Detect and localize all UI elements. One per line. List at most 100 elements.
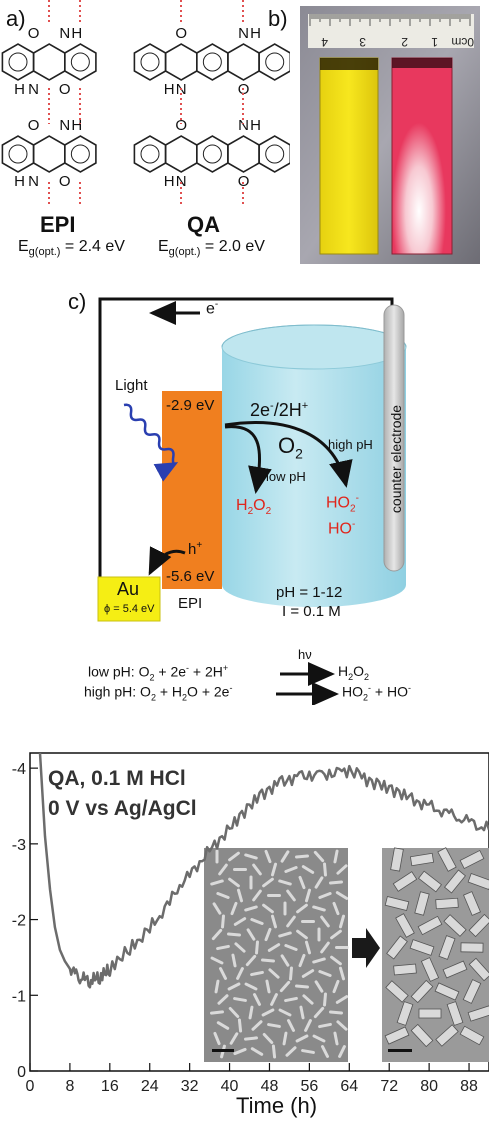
sem-flake <box>301 920 315 923</box>
film-photo: 4 3 2 1 0cm <box>300 6 480 264</box>
ring-bond <box>1 43 35 81</box>
sem-flake <box>267 1023 281 1028</box>
low-ph-label: low pH <box>266 469 306 484</box>
sem-flake <box>250 918 264 925</box>
y-tick-label: -4 <box>12 761 26 778</box>
x-tick-label: 0 <box>26 1078 35 1095</box>
ring-bond <box>227 135 260 173</box>
sem-flake <box>250 1047 264 1056</box>
ring-bond <box>196 135 229 173</box>
sem-flake <box>215 849 219 864</box>
sem-flake <box>245 954 257 967</box>
sem-flake <box>338 966 346 981</box>
atom-label: N <box>176 173 187 190</box>
ph-range-label: pH = 1-12 <box>276 584 343 601</box>
atom-label: O <box>175 25 187 42</box>
epi-layer <box>162 391 222 589</box>
ring-bond <box>133 135 167 173</box>
sem-flake <box>233 868 247 871</box>
sem-flake <box>318 970 332 977</box>
sem-flake <box>279 980 291 993</box>
sem-flake <box>214 979 220 994</box>
sem-flake <box>262 903 274 914</box>
panel-b-label: b) <box>268 6 288 31</box>
aromatic-circle <box>265 52 285 72</box>
atom-label: H <box>14 81 25 98</box>
sem-flake <box>286 915 296 928</box>
sem-flake <box>278 931 292 938</box>
sem-flake <box>246 928 256 941</box>
sem-crystal <box>409 939 435 956</box>
panel-b: b) 4 3 2 1 0cm <box>268 0 489 270</box>
sem-flake <box>211 928 223 941</box>
qa-pink-film <box>391 57 453 255</box>
sem-flake <box>336 864 348 875</box>
sem-flake <box>210 1010 224 1015</box>
sem-flake <box>320 915 330 928</box>
sem-flake <box>228 877 240 888</box>
aromatic-circle <box>202 52 222 72</box>
molecule-atom-labels: ONHNHOONHNHOONHNHOONHNHO <box>14 25 261 190</box>
sem-flake <box>284 866 298 873</box>
sem-flake <box>270 993 278 1006</box>
ionic-strength-label: I = 0.1 M <box>282 603 341 620</box>
aromatic-circle <box>8 144 28 164</box>
y-tick-label: -3 <box>12 837 26 854</box>
sem-flake <box>336 1020 348 1031</box>
aromatic-circle <box>8 52 28 72</box>
sem-flake <box>323 862 327 877</box>
sem-flake <box>295 1034 309 1043</box>
atom-label: N <box>238 117 249 134</box>
aromatic-circle <box>70 52 90 72</box>
sem-flake <box>321 1045 329 1058</box>
ruler-numbers: 4 3 2 1 0cm <box>321 35 474 49</box>
sem-flake <box>283 901 287 916</box>
sem-flake <box>330 955 342 966</box>
sem-crystal <box>435 1024 459 1047</box>
sem-flake <box>330 929 342 940</box>
sem-flake <box>261 1008 275 1017</box>
atom-label: O <box>59 81 71 98</box>
sem-flake <box>333 1031 339 1046</box>
sem-crystal <box>434 982 460 1001</box>
sem-flake <box>314 876 324 889</box>
sem-flake <box>282 1031 288 1046</box>
atom-label: H <box>250 117 261 134</box>
sem-flake <box>230 901 238 916</box>
sem-crystal <box>463 891 481 916</box>
ring-bond <box>258 135 290 173</box>
sem-crystal <box>459 1025 485 1046</box>
sem-flake <box>213 1031 221 1046</box>
counter-electrode-label: counter electrode <box>388 404 404 514</box>
x-tick-label: 80 <box>420 1078 438 1095</box>
sem-flake <box>244 1036 258 1041</box>
sem-crystal <box>410 1023 434 1048</box>
high-ph-label: high pH <box>328 437 373 452</box>
sem-flake <box>228 851 240 862</box>
sem-crystal <box>384 1026 410 1045</box>
sem-flake <box>280 850 290 863</box>
ruler-ticks <box>309 14 471 26</box>
sem-flake <box>318 1022 332 1029</box>
sem-crystal <box>393 963 417 976</box>
y-tick-label: -1 <box>12 988 26 1005</box>
sem-flake <box>313 850 325 863</box>
atom-label: N <box>238 25 249 42</box>
ruler-number: 1 <box>431 35 438 49</box>
sem-flake <box>210 879 224 886</box>
light-wave-arrow <box>123 403 179 482</box>
sem-flake <box>335 891 349 900</box>
sem-flake <box>295 984 309 989</box>
sem-flake <box>267 894 281 897</box>
sem-flake <box>278 1008 292 1017</box>
qa-name: QA <box>187 212 220 237</box>
sem-flake <box>264 849 272 864</box>
panel-a: ONHNHOONHNHOONHNHOONHNHO a) EPI Eg(opt.)… <box>0 0 290 285</box>
film-dark-edge <box>392 58 452 68</box>
sem-flake <box>265 979 271 994</box>
epi-bandgap: Eg(opt.) = 2.4 eV <box>18 238 125 259</box>
sem-crystal <box>392 871 418 892</box>
sem-flake <box>298 953 306 968</box>
sem-crystal <box>417 915 443 936</box>
sem-inset-after <box>382 847 489 1062</box>
